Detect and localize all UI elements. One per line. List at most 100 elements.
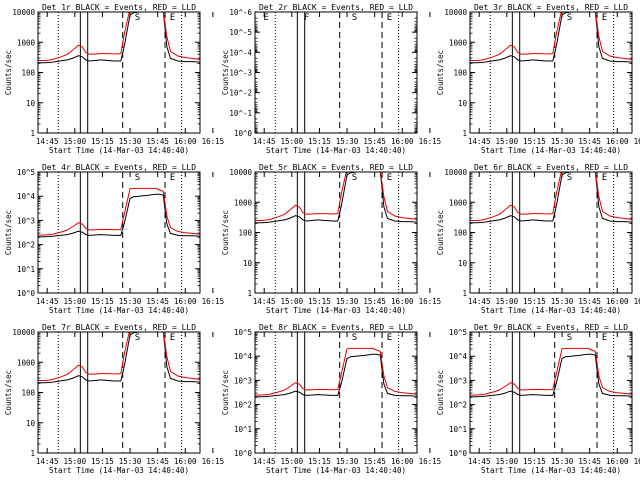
chart-title: Det 2r BLACK = Events, RED = LLD: [259, 3, 413, 12]
y-tick-label: 10^4: [234, 352, 253, 361]
series-line-events: [255, 172, 417, 224]
y-tick-label: 10000: [444, 8, 467, 17]
chart-panel: 1 10 100 1000 10000 14:45 15:00 15:15 15:30 15:45…: [221, 163, 441, 315]
x-tick-label: 15:30: [119, 457, 142, 466]
x-tick-label: 14:45: [36, 297, 59, 306]
y-tick-label: 10^0: [449, 449, 468, 458]
chart-title: Det 4r BLACK = Events, RED = LLD: [42, 163, 196, 172]
event-marker-label: E: [387, 333, 392, 343]
y-tick-label: 1000: [449, 198, 468, 207]
y-tick-label: 10^4: [449, 352, 468, 361]
x-axis-label: Start Time (14-Mar-03 14:40:40): [49, 146, 189, 155]
series-line-lld: [255, 172, 417, 221]
y-tick-label: 10^-5: [229, 28, 252, 37]
series-line-lld: [470, 172, 632, 221]
y-tick-label: 1: [30, 449, 35, 458]
series-group: [255, 172, 417, 224]
x-tick-label: 14:45: [468, 137, 491, 146]
x-tick-label: 14:45: [253, 137, 276, 146]
y-tick-label: 1000: [17, 38, 36, 47]
x-tick-label: 16:00: [174, 137, 197, 146]
x-tick-label: 14:45: [253, 457, 276, 466]
chart-panel: 10^0 10^1 10^2 10^3 10^4 10^5 14:45 15:00 15:15 1…: [4, 163, 224, 315]
series-line-lld: [38, 12, 200, 61]
series-line-events: [255, 353, 417, 398]
y-tick-label: 10^2: [449, 401, 467, 410]
x-tick-label: 15:15: [523, 297, 546, 306]
x-tick-label: 16:15: [419, 457, 442, 466]
x-tick-label: 15:00: [64, 297, 87, 306]
x-tick-label: 15:15: [523, 137, 546, 146]
x-tick-label: 15:30: [119, 297, 142, 306]
event-marker-label: S: [352, 13, 357, 23]
y-tick-label: 1: [247, 289, 252, 298]
series-line-events: [470, 353, 632, 398]
y-axis-label: Counts/sec: [4, 370, 13, 415]
y-tick-label: 10: [458, 99, 468, 108]
y-tick-label: 100: [21, 69, 35, 78]
series-line-events: [38, 12, 200, 64]
x-tick-label: 15:00: [281, 137, 304, 146]
y-tick-label: 1000: [17, 358, 36, 367]
x-tick-label: 15:30: [551, 457, 574, 466]
y-tick-label: 10^-4: [229, 48, 252, 57]
chart-title: Det 6r BLACK = Events, RED = LLD: [474, 163, 628, 172]
event-marker-label: S: [567, 173, 572, 183]
x-axis-label: Start Time (14-Mar-03 14:40:40): [481, 146, 621, 155]
x-tick-label: 16:15: [202, 297, 225, 306]
y-tick-label: 1: [462, 289, 467, 298]
x-tick-label: 15:15: [91, 297, 114, 306]
y-axis-label: Counts/sec: [221, 50, 230, 95]
series-line-events: [38, 332, 200, 384]
y-tick-label: 100: [453, 229, 467, 238]
x-axis-label: Start Time (14-Mar-03 14:40:40): [49, 306, 189, 315]
event-marker-label: S: [567, 13, 572, 23]
y-axis-label: Counts/sec: [4, 210, 13, 255]
y-tick-label: 10^5: [17, 168, 35, 177]
x-axis-label: Start Time (14-Mar-03 14:40:40): [481, 466, 621, 475]
event-marker-label: E: [170, 13, 175, 23]
x-tick-label: 16:15: [419, 137, 442, 146]
plot-frame: [37, 331, 201, 454]
y-tick-label: 100: [21, 389, 35, 398]
plot-frame: [37, 171, 201, 294]
y-tick-label: 10^3: [17, 216, 35, 225]
event-marker-label: F: [304, 13, 309, 23]
chart-panel: 1 10 100 1000 10000 14:45 15:00 15:15 15:30 15:45…: [436, 3, 640, 155]
y-tick-label: 10: [243, 259, 253, 268]
x-tick-label: 15:00: [64, 137, 87, 146]
y-tick-label: 10^-1: [229, 109, 252, 118]
x-tick-label: 15:30: [336, 137, 359, 146]
x-tick-label: 14:45: [36, 137, 59, 146]
x-tick-label: 15:00: [281, 457, 304, 466]
y-tick-label: 1: [30, 129, 35, 138]
plot-frame: [254, 11, 418, 134]
y-tick-label: 10: [26, 99, 36, 108]
chart-title: Det 8r BLACK = Events, RED = LLD: [259, 323, 413, 332]
y-axis-label: Counts/sec: [4, 50, 13, 95]
x-tick-label: 16:00: [174, 457, 197, 466]
plot-frame: [469, 11, 633, 134]
y-tick-label: 10^5: [449, 328, 467, 337]
series-line-lld: [470, 347, 632, 396]
series-group: [470, 347, 632, 398]
x-tick-label: 15:30: [551, 137, 574, 146]
x-tick-label: 15:30: [119, 137, 142, 146]
y-tick-label: 10000: [229, 168, 252, 177]
x-tick-label: 16:00: [174, 297, 197, 306]
chart-title: Det 5r BLACK = Events, RED = LLD: [259, 163, 413, 172]
x-tick-label: 15:00: [64, 457, 87, 466]
event-marker-label: E: [602, 333, 607, 343]
x-tick-label: 15:45: [363, 137, 386, 146]
x-tick-label: 16:15: [202, 457, 225, 466]
y-tick-label: 10^2: [17, 241, 35, 250]
series-line-lld: [255, 347, 417, 396]
series-line-events: [470, 172, 632, 224]
chart-title: Det 9r BLACK = Events, RED = LLD: [474, 323, 628, 332]
event-marker-label: E: [170, 173, 175, 183]
y-tick-label: 10^0: [17, 289, 36, 298]
y-tick-label: 10: [458, 259, 468, 268]
y-tick-label: 10000: [444, 168, 467, 177]
